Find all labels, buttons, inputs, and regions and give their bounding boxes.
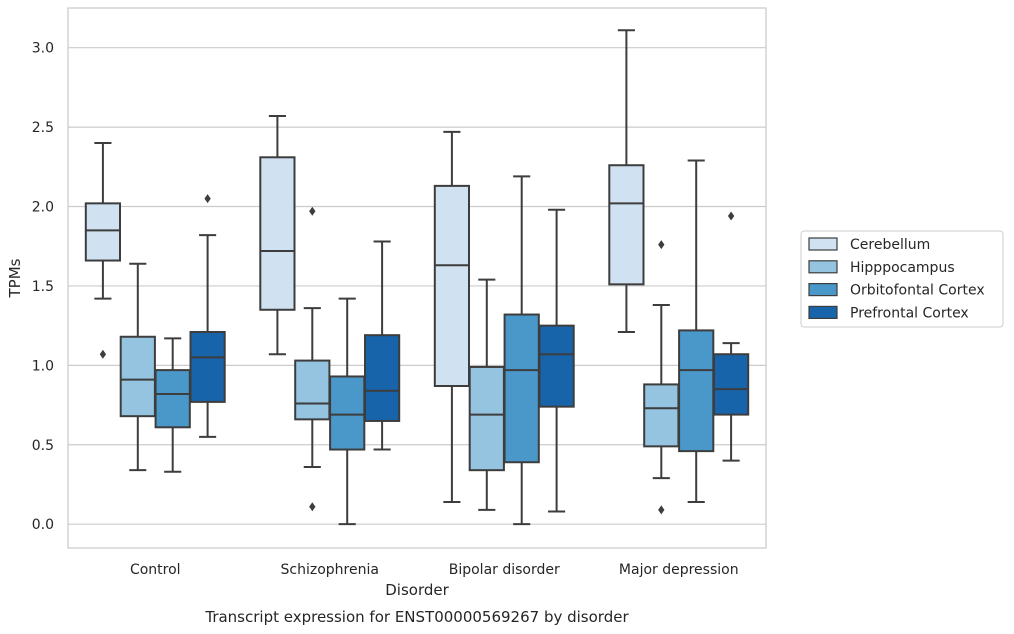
y-tick-label: 2.0	[32, 200, 54, 216]
legend-label: Hipppocampus	[850, 260, 955, 276]
box-hipppocampus	[119, 262, 156, 472]
box-cerebellum	[433, 130, 471, 503]
chart-caption: Transcript expression for ENST0000056926…	[204, 608, 629, 626]
outlier-point	[658, 505, 665, 515]
outlier-point	[99, 349, 107, 359]
x-tick-label: Schizophrenia	[281, 562, 379, 578]
y-tick-label: 1.0	[32, 358, 54, 374]
x-tick-label: Major depression	[619, 562, 739, 578]
y-axis-label: TPMs	[6, 258, 24, 298]
legend-frame	[800, 230, 1004, 328]
box-body	[643, 383, 680, 448]
box-prefrontal-cortex	[712, 211, 750, 462]
box-body	[259, 156, 296, 311]
box-orbitofontal-cortex	[154, 337, 191, 473]
box-body	[294, 359, 331, 421]
box-hipppocampus	[468, 278, 505, 511]
box-body	[608, 164, 645, 286]
x-axis-label: Disorder	[385, 581, 449, 599]
box-body	[503, 313, 540, 464]
box-body	[433, 184, 471, 387]
x-tick-label: Bipolar disorder	[449, 562, 560, 578]
y-tick-label: 1.5	[32, 279, 54, 295]
box-hipppocampus	[643, 240, 680, 515]
box-prefrontal-cortex	[538, 208, 575, 513]
box-cerebellum	[84, 142, 122, 359]
legend-swatch	[808, 305, 838, 319]
box-orbitofontal-cortex	[678, 159, 715, 503]
box-prefrontal-cortex	[189, 194, 226, 438]
y-tick-label: 0.0	[32, 517, 54, 533]
box-body	[468, 365, 505, 472]
box-body	[712, 353, 750, 416]
box-hipppocampus	[294, 206, 331, 512]
legend-label: Prefrontal Cortex	[850, 305, 969, 321]
box-body	[189, 331, 226, 403]
box-body	[538, 324, 575, 408]
box-layer	[84, 29, 750, 526]
box-body	[363, 334, 401, 422]
box-cerebellum	[608, 29, 645, 333]
legend-swatch	[808, 237, 838, 251]
box-prefrontal-cortex	[363, 240, 401, 451]
y-tick-labels: 0.0 0.5 1.0 1.5 2.0 2.5 3.0	[32, 41, 54, 533]
legend-swatch	[808, 260, 838, 274]
plot-frame	[67, 7, 767, 549]
y-tick-label: 2.5	[32, 120, 54, 136]
outlier-point	[309, 502, 316, 512]
outlier-point	[727, 211, 735, 221]
legend-label: Cerebellum	[850, 237, 930, 253]
y-tick-label: 0.5	[32, 438, 54, 454]
y-tick-label: 3.0	[32, 41, 54, 57]
outlier-point	[309, 206, 316, 216]
box-orbitofontal-cortex	[503, 175, 540, 526]
box-orbitofontal-cortex	[329, 297, 366, 526]
outlier-point	[658, 240, 665, 250]
legend: Cerebellum Hipppocampus Orbitofontal Corte…	[800, 230, 1004, 328]
box-cerebellum	[259, 115, 296, 356]
x-tick-label: Control	[130, 562, 181, 578]
box-body	[119, 335, 156, 418]
x-tick-labels: Control Schizophrenia Bipolar disorder Majo…	[130, 562, 739, 578]
legend-label: Orbitofontal Cortex	[850, 283, 985, 299]
outlier-point	[204, 194, 211, 204]
legend-swatch	[808, 283, 838, 297]
box-body	[329, 375, 366, 451]
box-body	[154, 369, 191, 429]
box-body	[84, 202, 122, 262]
box-body	[678, 329, 715, 453]
grid-layer	[68, 47, 766, 525]
